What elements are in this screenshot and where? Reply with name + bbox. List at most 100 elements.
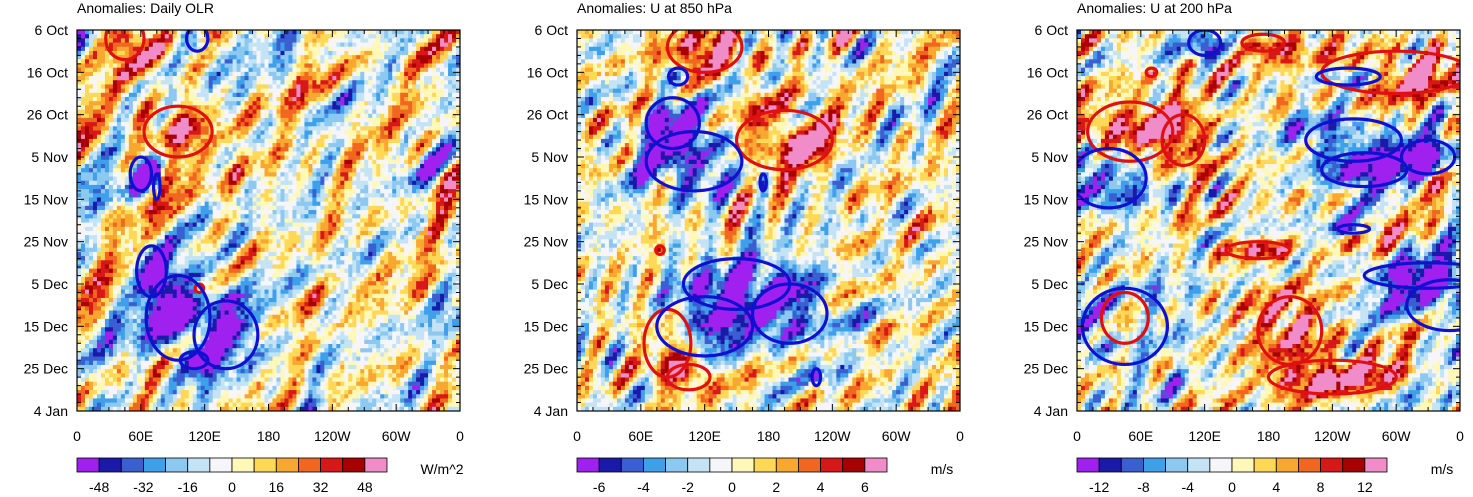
heatmap-cell: [240, 243, 246, 249]
heatmap-cell: [212, 46, 218, 52]
heatmap-cell: [144, 168, 150, 173]
heatmap-cell: [348, 180, 353, 186]
heatmap-cell: [356, 46, 361, 52]
heatmap-cell: [272, 184, 278, 190]
heatmap-cell: [120, 126, 126, 132]
heatmap-cell: [124, 101, 130, 106]
heatmap-cell: [216, 34, 222, 39]
heatmap-cell: [304, 243, 309, 249]
heatmap-cell: [232, 63, 238, 69]
heatmap-cell: [356, 134, 361, 140]
heatmap-cell: [304, 134, 309, 140]
heatmap-cell: [436, 126, 441, 132]
heatmap-cell: [420, 84, 425, 90]
heatmap-cell: [312, 235, 317, 240]
heatmap-cell: [288, 197, 294, 203]
heatmap-cell: [144, 84, 150, 90]
heatmap-cell: [228, 226, 234, 232]
heatmap-cell: [268, 163, 274, 169]
heatmap-cell: [132, 172, 138, 178]
heatmap-cell: [356, 88, 361, 94]
heatmap-cell: [80, 201, 86, 207]
heatmap-cell: [77, 80, 82, 86]
heatmap-cell: [152, 46, 158, 52]
heatmap-cell: [432, 71, 437, 77]
heatmap-cell: [128, 159, 134, 165]
heatmap-cell: [192, 117, 198, 123]
heatmap-cell: [304, 235, 309, 240]
heatmap-cell: [268, 176, 274, 182]
heatmap-cell: [276, 38, 282, 44]
heatmap-cell: [416, 34, 421, 39]
heatmap-cell: [144, 130, 150, 136]
heatmap-cell: [132, 63, 138, 69]
heatmap-cell: [120, 134, 126, 140]
heatmap-cell: [388, 226, 393, 232]
heatmap-cell: [348, 214, 353, 220]
heatmap-cell: [292, 159, 298, 165]
heatmap-cell: [344, 134, 349, 140]
heatmap-cell: [268, 172, 274, 178]
heatmap-cell: [164, 184, 170, 190]
heatmap-cell: [284, 38, 290, 44]
heatmap-cell: [176, 214, 182, 220]
heatmap-cell: [300, 159, 306, 165]
heatmap-cell: [144, 172, 150, 178]
heatmap-cell: [408, 239, 413, 245]
heatmap-cell: [400, 201, 405, 207]
heatmap-cell: [252, 38, 258, 44]
heatmap-cell: [280, 55, 286, 60]
heatmap-cell: [128, 117, 134, 123]
heatmap-cell: [152, 226, 158, 232]
heatmap-cell: [232, 34, 238, 39]
heatmap-cell: [208, 46, 214, 52]
heatmap-cell: [372, 201, 377, 207]
heatmap-cell: [276, 243, 282, 249]
heatmap-cell: [300, 151, 306, 157]
heatmap-cell: [312, 101, 317, 106]
heatmap-cell: [296, 230, 302, 236]
heatmap-cell: [168, 134, 174, 140]
heatmap-cell: [428, 243, 433, 249]
heatmap-cell: [120, 214, 126, 220]
heatmap-cell: [152, 130, 158, 136]
heatmap-cell: [448, 184, 453, 190]
heatmap-cell: [444, 163, 449, 169]
heatmap-cell: [328, 130, 333, 136]
heatmap-cell: [336, 143, 341, 148]
heatmap-cell: [260, 38, 266, 44]
heatmap-cell: [156, 230, 162, 236]
heatmap-cell: [300, 38, 306, 44]
heatmap-cell: [356, 201, 361, 207]
heatmap-cell: [392, 147, 397, 153]
heatmap-cell: [456, 184, 460, 190]
heatmap-cell: [312, 50, 317, 56]
heatmap-cell: [216, 117, 222, 123]
heatmap-cell: [260, 96, 266, 102]
heatmap-cell: [88, 122, 94, 127]
heatmap-cell: [396, 168, 401, 173]
heatmap-cell: [280, 155, 286, 161]
heatmap-cell: [180, 210, 186, 215]
heatmap-cell: [212, 210, 218, 215]
heatmap-cell: [132, 239, 138, 245]
heatmap-cell: [328, 122, 333, 127]
heatmap-cell: [224, 189, 230, 194]
heatmap-cell: [88, 184, 94, 190]
heatmap-cell: [77, 96, 82, 102]
heatmap-cell: [388, 84, 393, 90]
heatmap-cell: [352, 201, 357, 207]
heatmap-cell: [116, 155, 122, 161]
heatmap-cell: [220, 163, 226, 169]
heatmap-cell: [360, 210, 365, 215]
heatmap-cell: [272, 222, 278, 228]
heatmap-cell: [404, 155, 409, 161]
heatmap-cell: [116, 205, 122, 211]
heatmap-cell: [312, 71, 317, 77]
heatmap-cell: [132, 143, 138, 148]
heatmap-cell: [436, 109, 441, 115]
heatmap-cell: [316, 235, 321, 240]
heatmap-cell: [268, 42, 274, 48]
heatmap-cell: [428, 155, 433, 161]
heatmap-cell: [304, 67, 309, 73]
